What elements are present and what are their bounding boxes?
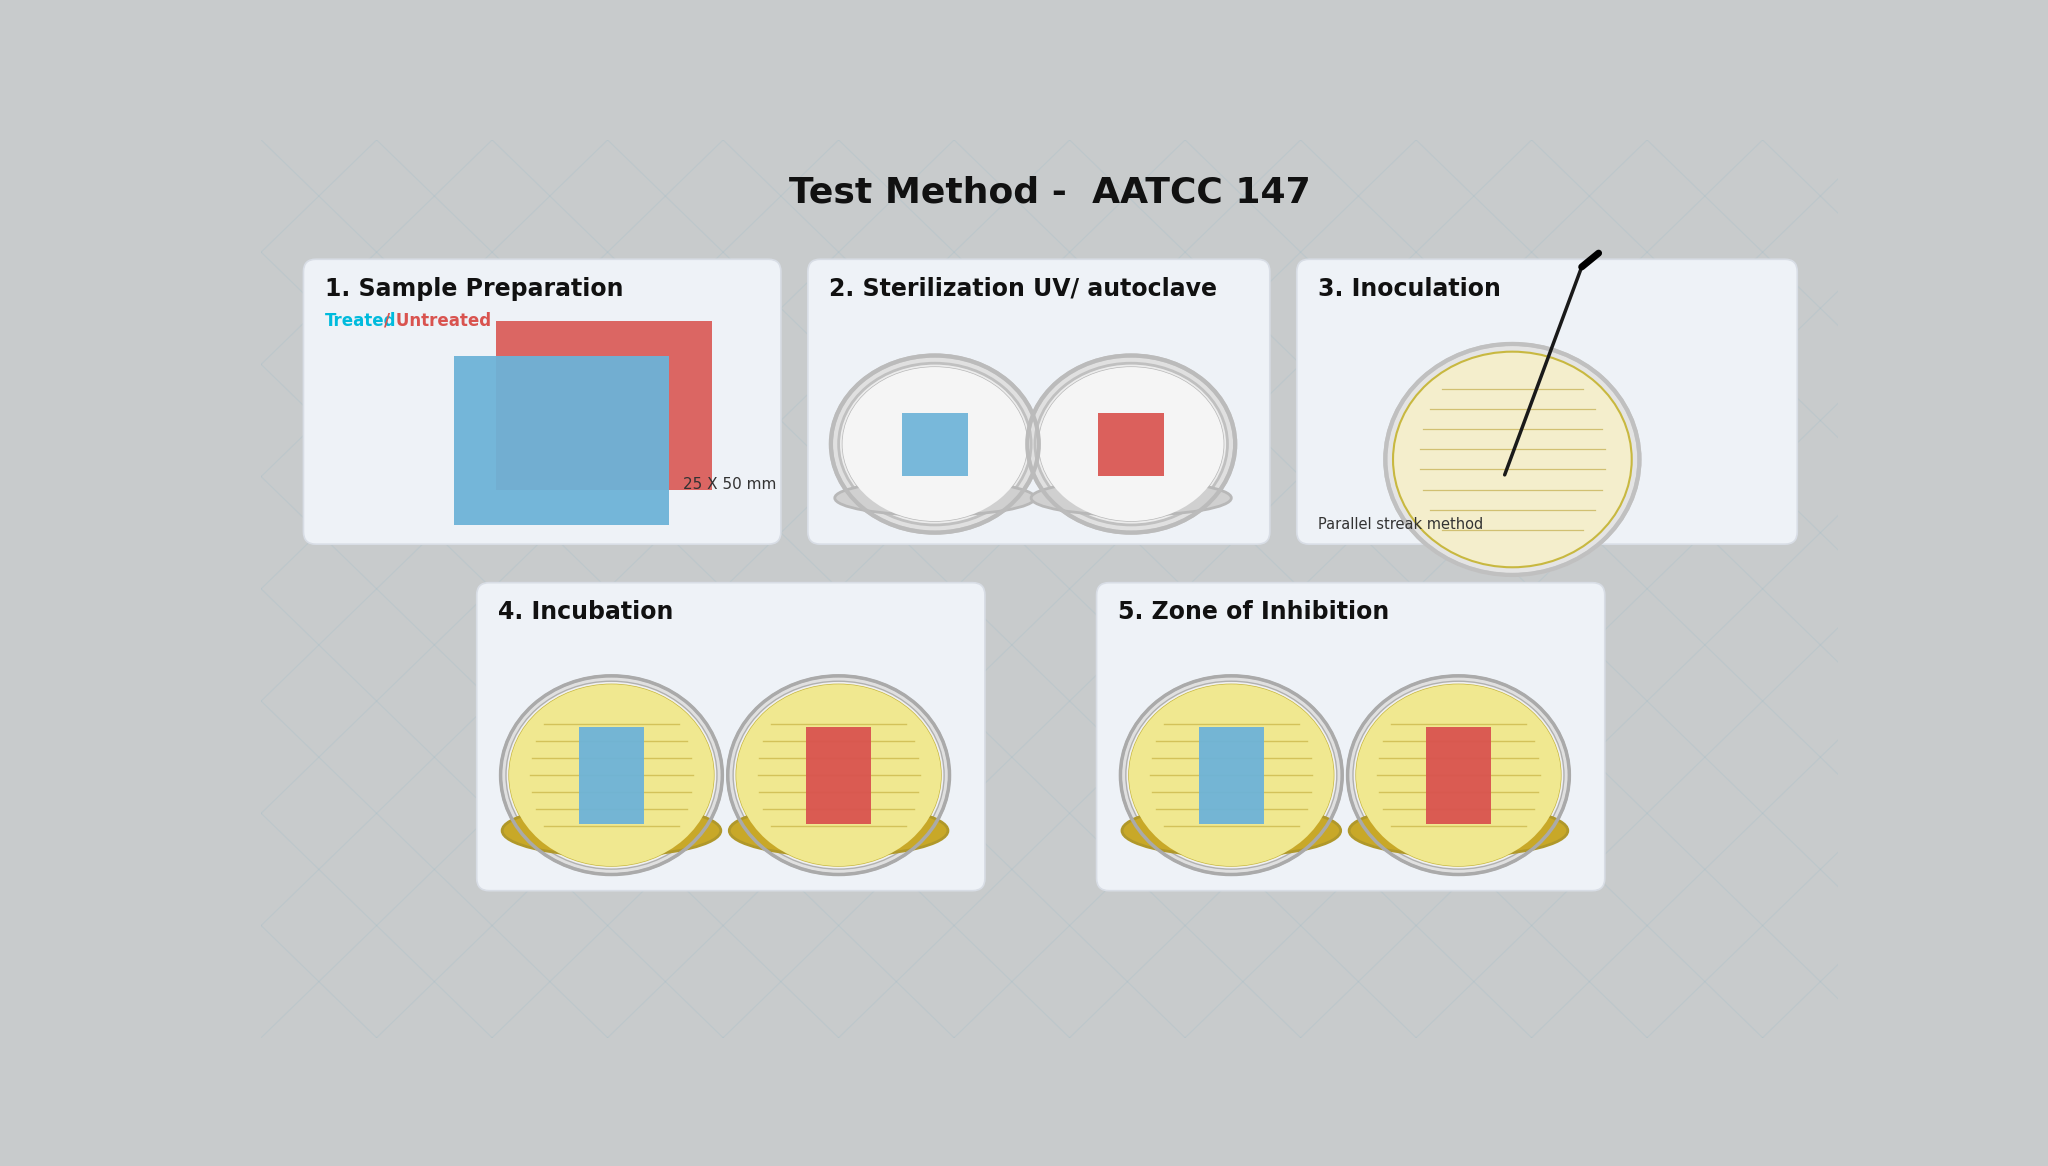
FancyBboxPatch shape [477,583,985,891]
Ellipse shape [1038,367,1223,521]
Ellipse shape [1120,676,1341,874]
Ellipse shape [735,684,940,866]
Ellipse shape [727,676,950,874]
Ellipse shape [1038,367,1223,521]
Text: 3. Inoculation: 3. Inoculation [1319,276,1501,301]
Bar [1198,726,1264,823]
Bar [453,356,670,525]
Ellipse shape [510,684,715,866]
Ellipse shape [842,367,1028,521]
Ellipse shape [1034,364,1227,525]
Ellipse shape [1122,806,1341,856]
Bar [1425,726,1491,823]
Text: 2. Sterilization UV/ autoclave: 2. Sterilization UV/ autoclave [829,276,1217,301]
Ellipse shape [510,684,715,866]
FancyBboxPatch shape [1096,583,1606,891]
FancyBboxPatch shape [303,259,780,545]
Text: 25 X 50 mm: 25 X 50 mm [684,477,776,492]
Ellipse shape [1354,681,1565,869]
Ellipse shape [1348,676,1569,874]
Ellipse shape [1030,480,1231,515]
Ellipse shape [836,480,1034,515]
Ellipse shape [735,684,940,866]
Text: Test Method -  AATCC 147: Test Method - AATCC 147 [788,175,1311,209]
Ellipse shape [838,364,1030,525]
Ellipse shape [1393,352,1632,568]
Ellipse shape [1128,684,1333,866]
Bar [807,726,870,823]
Ellipse shape [1350,806,1569,856]
Bar [901,413,969,476]
Text: Treated: Treated [326,311,397,330]
Ellipse shape [729,806,948,856]
Ellipse shape [500,676,723,874]
Bar [1098,413,1165,476]
Text: Parallel streak method: Parallel streak method [1319,518,1483,533]
Ellipse shape [1356,684,1561,866]
Ellipse shape [1384,344,1638,575]
Ellipse shape [1028,356,1235,533]
Ellipse shape [831,356,1038,533]
Ellipse shape [502,806,721,856]
Ellipse shape [1126,681,1337,869]
FancyBboxPatch shape [1296,259,1798,545]
Text: 5. Zone of Inhibition: 5. Zone of Inhibition [1118,600,1389,624]
Ellipse shape [733,681,944,869]
Bar [1098,413,1165,476]
Ellipse shape [842,367,1028,521]
Bar [496,321,711,490]
Ellipse shape [1128,684,1333,866]
Ellipse shape [506,681,717,869]
Text: 1. Sample Preparation: 1. Sample Preparation [326,276,623,301]
Bar [901,413,969,476]
Text: / Untreated: / Untreated [383,311,492,330]
FancyBboxPatch shape [807,259,1270,545]
Ellipse shape [1356,684,1561,866]
Text: 4. Incubation: 4. Incubation [498,600,674,624]
Bar [580,726,643,823]
